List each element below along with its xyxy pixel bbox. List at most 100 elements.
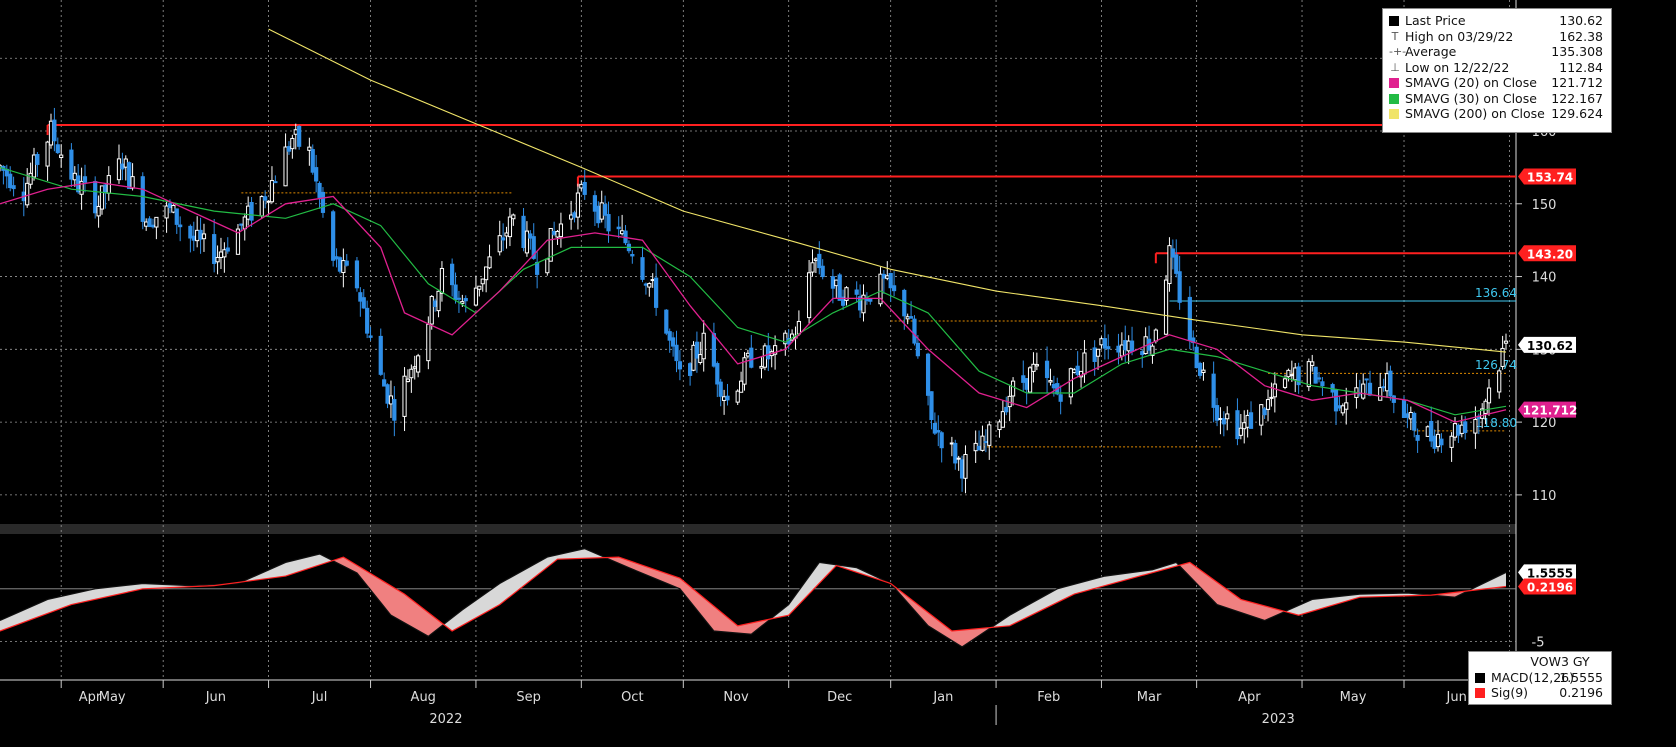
- macd-fill-segment: [1292, 607, 1294, 614]
- macd-fill-segment: [476, 598, 478, 618]
- macd-fill-segment: [948, 628, 950, 640]
- macd-fill-segment: [20, 610, 22, 624]
- macd-fill-segment: [28, 607, 30, 621]
- candle-body: [317, 182, 322, 198]
- macd-fill-segment: [104, 587, 106, 598]
- macd-fill-segment: [1144, 570, 1146, 575]
- macd-fill-segment: [62, 595, 64, 609]
- macd-fill-segment: [1502, 573, 1504, 587]
- macd-fill-segment: [1134, 571, 1136, 578]
- candle-body: [749, 347, 754, 368]
- candle-body: [1320, 381, 1325, 387]
- macd-fill-segment: [428, 612, 430, 637]
- macd-fill-segment: [1454, 592, 1456, 598]
- macd-fill-segment: [418, 604, 420, 632]
- macd-fill-segment: [938, 620, 940, 634]
- macd-fill-segment: [1054, 589, 1056, 605]
- macd-fill-segment: [1070, 584, 1072, 597]
- candle-body: [885, 275, 890, 279]
- candle-body: [664, 309, 669, 334]
- candle-body: [497, 235, 502, 253]
- candle-body: [606, 214, 611, 232]
- macd-fill-segment: [82, 591, 84, 603]
- candle-body: [171, 205, 176, 213]
- candle-body: [1170, 248, 1175, 258]
- candle-body: [1245, 414, 1250, 428]
- macd-fill-segment: [126, 585, 128, 593]
- macd-fill-segment: [562, 553, 564, 560]
- macd-fill-segment: [402, 592, 404, 623]
- macd-fill-segment: [1450, 592, 1452, 597]
- macd-fill-segment: [90, 589, 92, 601]
- macd-fill-segment: [300, 558, 302, 572]
- macd-fill-segment: [92, 589, 94, 601]
- macd-fill-segment: [1106, 575, 1108, 586]
- macd-fill-segment: [46, 599, 48, 615]
- legend-row-average: -+- Average 135.308: [1383, 44, 1611, 60]
- macd-fill-segment: [70, 593, 72, 606]
- macd-fill-segment: [168, 584, 170, 588]
- macd-fill-segment: [10, 615, 12, 628]
- low-marker-icon: ⊥: [1390, 60, 1400, 74]
- macd-fill-segment: [1200, 569, 1202, 590]
- macd-fill-segment: [820, 562, 822, 583]
- macd-fill-segment: [1056, 588, 1058, 604]
- macd-fill-segment: [706, 599, 708, 624]
- macd-fill-segment: [710, 602, 712, 629]
- candle-body: [1265, 399, 1271, 410]
- macd-fill-segment: [1218, 582, 1220, 606]
- candle-body: [1503, 340, 1509, 344]
- candle-body: [297, 125, 302, 147]
- macd-fill-segment: [1302, 603, 1304, 615]
- macd-fill-segment: [782, 608, 784, 617]
- macd-fill-segment: [740, 624, 742, 634]
- candle-body: [1259, 404, 1264, 426]
- legend-value: 129.624: [1551, 106, 1603, 121]
- macd-fill-segment: [502, 581, 504, 603]
- candle-body: [688, 363, 693, 376]
- candle-body: [195, 229, 200, 242]
- macd-fill-segment: [734, 622, 736, 633]
- macd-fill-segment: [398, 590, 400, 621]
- candle-body: [11, 185, 16, 190]
- macd-fill-segment: [526, 567, 528, 585]
- candle-body: [331, 211, 336, 261]
- macd-fill-segment: [1348, 595, 1350, 601]
- macd-fill-segment: [1118, 574, 1120, 583]
- legend-swatch: [1389, 16, 1399, 26]
- macd-fill-segment: [1224, 587, 1226, 608]
- macd-fill-segment: [1114, 574, 1116, 584]
- candle-body: [123, 158, 128, 168]
- macd-fill-segment: [1486, 581, 1488, 589]
- macd-fill-segment: [1296, 605, 1298, 616]
- macd-fill-segment: [1318, 598, 1320, 610]
- macd-fill-segment: [956, 630, 958, 645]
- candle-body: [983, 441, 988, 444]
- macd-fill-segment: [98, 588, 100, 599]
- macd-fill-segment: [1066, 585, 1068, 599]
- macd-fill-segment: [368, 572, 370, 590]
- price-tag-bg: [1518, 168, 1576, 185]
- macd-fill-segment: [1274, 608, 1276, 617]
- candle-body: [239, 223, 244, 226]
- macd-fill-segment: [932, 615, 934, 630]
- macd-fill-segment: [1494, 577, 1496, 588]
- macd-fill-segment: [362, 568, 364, 582]
- macd-fill-segment: [266, 570, 268, 579]
- macd-fill-segment: [34, 604, 36, 619]
- candle-body: [382, 379, 387, 387]
- macd-fill-segment: [1018, 609, 1020, 622]
- macd-fill-segment: [1072, 584, 1074, 596]
- candle-body: [963, 454, 968, 479]
- candle-body: [674, 344, 679, 362]
- candle-body: [164, 205, 169, 219]
- macd-fill-segment: [302, 557, 304, 571]
- macd-fill-segment: [544, 557, 546, 570]
- macd-fill-segment: [166, 584, 168, 588]
- macd-fill-segment: [8, 616, 10, 629]
- legend-value: 112.84: [1559, 59, 1603, 75]
- candle-body: [840, 296, 846, 306]
- legend-swatch: [1475, 672, 1485, 683]
- macd-fill-segment: [1374, 593, 1376, 597]
- macd-fill-segment: [160, 584, 162, 589]
